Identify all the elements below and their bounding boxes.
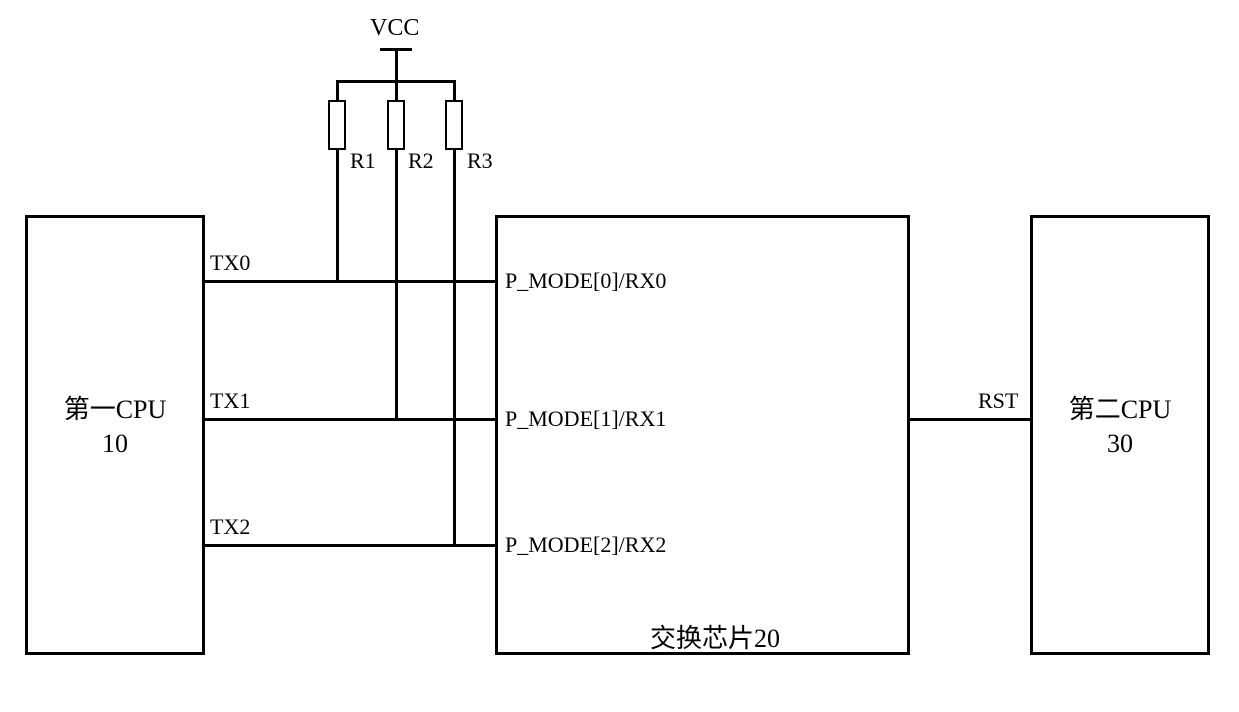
vcc-label: VCC [370, 15, 419, 42]
r3-down [453, 150, 456, 546]
cpu1-block: 第一CPU 10 [25, 215, 205, 655]
r3-label: R3 [467, 148, 493, 174]
rx0-label: P_MODE[0]/RX0 [505, 268, 666, 294]
r1-down [336, 150, 339, 282]
r1-label: R1 [350, 148, 376, 174]
wire-tx1 [205, 418, 495, 421]
rx2-label: P_MODE[2]/RX2 [505, 532, 666, 558]
resistor-r3 [445, 100, 463, 150]
switch-chip-title: 交换芯片20 [650, 618, 780, 655]
wire-tx0 [205, 280, 495, 283]
wire-tx2 [205, 544, 495, 547]
cpu2-title-line2: 30 [1033, 427, 1207, 461]
r2-down [395, 150, 398, 420]
tx0-label: TX0 [210, 250, 250, 276]
r2-label: R2 [408, 148, 434, 174]
r1-top-stub [336, 80, 339, 100]
wire-rst [910, 418, 1030, 421]
resistor-r1 [328, 100, 346, 150]
vcc-tcap [380, 48, 412, 51]
r2-top-stub [395, 68, 398, 100]
cpu2-title-line1: 第二CPU [1033, 393, 1207, 427]
cpu1-title-line1: 第一CPU [28, 393, 202, 427]
cpu2-block: 第二CPU 30 [1030, 215, 1210, 655]
cpu1-title-line2: 10 [28, 427, 202, 461]
r3-top-stub [453, 80, 456, 100]
vcc-stub [395, 48, 398, 70]
tx1-label: TX1 [210, 388, 250, 414]
tx2-label: TX2 [210, 514, 250, 540]
rst-label: RST [978, 388, 1018, 414]
resistor-r2 [387, 100, 405, 150]
rx1-label: P_MODE[1]/RX1 [505, 406, 666, 432]
